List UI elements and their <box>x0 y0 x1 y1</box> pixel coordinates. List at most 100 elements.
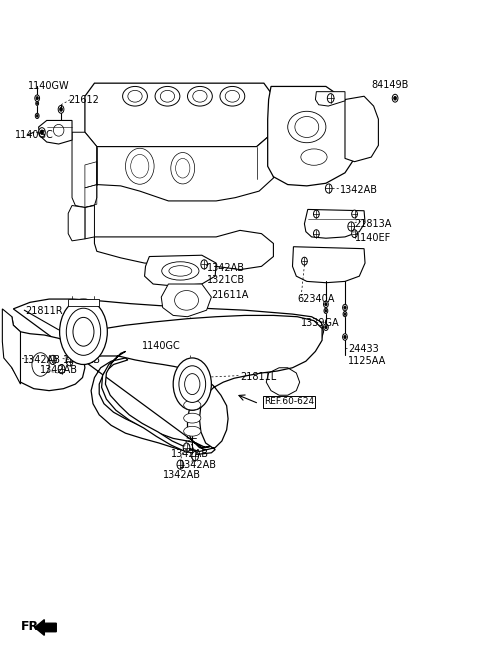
Circle shape <box>325 309 327 312</box>
Text: 1342AB: 1342AB <box>39 365 78 375</box>
Text: FR.: FR. <box>21 620 44 633</box>
Circle shape <box>66 308 101 355</box>
Circle shape <box>179 366 205 403</box>
Circle shape <box>58 365 65 374</box>
Circle shape <box>185 374 200 395</box>
Text: 21811R: 21811R <box>25 306 63 316</box>
Ellipse shape <box>184 413 201 423</box>
Polygon shape <box>345 97 378 162</box>
Circle shape <box>324 326 327 328</box>
Ellipse shape <box>220 87 245 106</box>
Circle shape <box>38 127 45 137</box>
Circle shape <box>66 357 73 366</box>
Circle shape <box>147 332 154 341</box>
Circle shape <box>36 101 38 105</box>
Circle shape <box>313 230 319 238</box>
Ellipse shape <box>188 87 212 106</box>
Polygon shape <box>2 309 21 384</box>
Ellipse shape <box>184 400 201 410</box>
Circle shape <box>35 113 39 118</box>
Circle shape <box>40 130 44 135</box>
Circle shape <box>36 114 38 117</box>
Polygon shape <box>268 87 355 186</box>
Text: 1342AB: 1342AB <box>179 460 217 470</box>
Polygon shape <box>292 247 365 283</box>
Circle shape <box>343 311 347 317</box>
Circle shape <box>344 306 346 309</box>
Circle shape <box>35 95 39 101</box>
Text: 1342AB: 1342AB <box>63 355 101 365</box>
Text: 1140GC: 1140GC <box>15 130 53 140</box>
Polygon shape <box>13 299 324 453</box>
Text: 24433: 24433 <box>348 344 379 354</box>
Circle shape <box>73 317 94 346</box>
Polygon shape <box>85 83 274 147</box>
Circle shape <box>392 95 398 102</box>
Polygon shape <box>97 132 274 201</box>
Text: REF.60-624: REF.60-624 <box>264 397 314 406</box>
Text: 62340A: 62340A <box>297 294 335 304</box>
Ellipse shape <box>122 87 147 106</box>
Text: 1140GC: 1140GC <box>142 340 181 351</box>
Polygon shape <box>85 206 95 239</box>
Circle shape <box>60 107 62 111</box>
Circle shape <box>348 222 355 231</box>
Text: 1342AB: 1342AB <box>171 449 209 459</box>
Ellipse shape <box>155 87 180 106</box>
Circle shape <box>201 260 207 269</box>
Text: 21612: 21612 <box>68 95 99 104</box>
Polygon shape <box>144 255 216 286</box>
Text: 1321CB: 1321CB <box>206 275 245 285</box>
FancyArrow shape <box>35 620 56 635</box>
Text: 21611A: 21611A <box>211 290 249 300</box>
Circle shape <box>313 210 319 218</box>
Circle shape <box>58 105 64 113</box>
Circle shape <box>173 358 211 410</box>
Text: 1342AB: 1342AB <box>340 185 378 195</box>
Circle shape <box>394 97 396 100</box>
Circle shape <box>324 324 328 330</box>
Circle shape <box>343 304 348 311</box>
Polygon shape <box>12 317 85 391</box>
Polygon shape <box>304 210 365 238</box>
Circle shape <box>183 443 190 452</box>
Circle shape <box>301 257 307 265</box>
Polygon shape <box>72 132 97 208</box>
Polygon shape <box>68 206 85 241</box>
Circle shape <box>324 308 328 313</box>
Circle shape <box>324 301 328 307</box>
Circle shape <box>352 210 358 218</box>
Text: 1339GA: 1339GA <box>301 318 340 328</box>
Polygon shape <box>38 120 72 144</box>
Text: 1140GW: 1140GW <box>28 81 69 91</box>
Text: 1140EF: 1140EF <box>355 233 391 243</box>
Circle shape <box>327 94 334 102</box>
Circle shape <box>343 334 348 340</box>
Circle shape <box>177 460 184 469</box>
Circle shape <box>344 335 346 338</box>
Circle shape <box>325 184 332 193</box>
Circle shape <box>36 102 38 104</box>
Ellipse shape <box>184 426 201 436</box>
Circle shape <box>49 355 56 365</box>
Text: 84149B: 84149B <box>371 80 408 90</box>
Circle shape <box>60 299 108 365</box>
Text: 1342AB: 1342AB <box>206 263 245 273</box>
Text: 1125AA: 1125AA <box>348 355 386 365</box>
Circle shape <box>344 313 346 315</box>
Polygon shape <box>75 315 322 454</box>
Polygon shape <box>161 284 211 317</box>
Text: 1342AB: 1342AB <box>23 355 61 365</box>
Polygon shape <box>68 299 99 306</box>
Circle shape <box>36 97 38 100</box>
Circle shape <box>324 303 327 306</box>
Text: 21811L: 21811L <box>240 372 276 382</box>
Text: 21813A: 21813A <box>355 219 392 229</box>
Polygon shape <box>315 92 345 106</box>
Circle shape <box>148 349 153 355</box>
Text: 1342AB: 1342AB <box>163 470 201 480</box>
Polygon shape <box>95 231 274 269</box>
Circle shape <box>149 350 152 353</box>
Circle shape <box>32 353 49 376</box>
Circle shape <box>352 230 358 238</box>
